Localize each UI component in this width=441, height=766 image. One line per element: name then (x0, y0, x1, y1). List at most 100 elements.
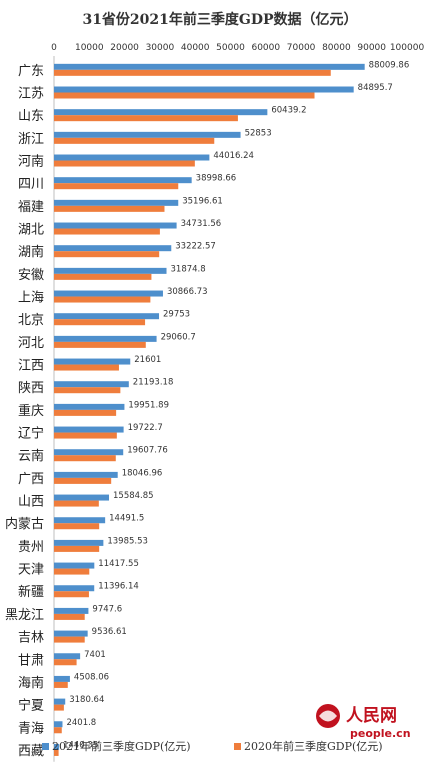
data-label: 21601 (134, 355, 161, 365)
category-label: 海南 (18, 675, 44, 691)
bar-2021 (54, 381, 129, 388)
data-label: 29060.7 (161, 332, 196, 342)
bar-2020 (54, 205, 165, 212)
category-label: 内蒙古 (5, 516, 44, 532)
bar-2020 (54, 92, 315, 99)
bar-2020 (54, 727, 62, 734)
category-label: 天津 (18, 563, 44, 578)
bar-2021 (54, 426, 124, 433)
bar-2021 (54, 335, 157, 342)
x-tick-label: 70000 (287, 43, 316, 53)
bar-2020 (54, 455, 116, 462)
bar-series (54, 63, 365, 756)
data-label: 9747.6 (92, 604, 122, 614)
bar-2020 (54, 591, 89, 598)
bar-2020 (54, 137, 215, 144)
category-label: 北京 (18, 313, 44, 328)
logo-name: 人民网 (346, 706, 397, 726)
category-label: 广西 (18, 472, 44, 487)
bar-2021 (54, 539, 104, 546)
x-tick-label: 80000 (322, 43, 351, 53)
x-tick-label: 20000 (110, 43, 139, 53)
bar-2020 (54, 69, 331, 76)
bar-2020 (54, 364, 119, 371)
bar-2020 (54, 160, 195, 167)
bar-2021 (54, 199, 179, 206)
category-label: 福建 (18, 200, 44, 215)
bar-2020 (54, 568, 90, 575)
bar-2020 (54, 409, 117, 416)
x-tick-label: 100000 (390, 43, 425, 53)
category-label: 江西 (18, 359, 44, 374)
logo: 人民网 people.cn (316, 704, 411, 740)
category-label: 新疆 (18, 584, 44, 600)
data-label: 9536.61 (92, 627, 127, 637)
legend-label-2021: 2021年前三季度GDP(亿元) (52, 739, 191, 753)
category-label: 甘肃 (18, 653, 44, 668)
data-label: 84895.7 (358, 83, 393, 93)
bar-2021 (54, 222, 177, 229)
bar-2020 (54, 613, 85, 620)
data-label: 18046.96 (122, 468, 163, 478)
x-tick-label: 60000 (251, 43, 280, 53)
data-label: 88009.86 (369, 60, 410, 70)
category-label: 西藏 (18, 744, 44, 759)
data-label: 21193.18 (133, 378, 174, 388)
bar-2021 (54, 607, 89, 614)
bar-2020 (54, 681, 68, 688)
bar-2021 (54, 494, 110, 501)
category-label: 河北 (18, 336, 44, 351)
bar-2021 (54, 358, 131, 365)
category-label: 江苏 (18, 86, 44, 102)
data-label: 34731.56 (181, 219, 222, 229)
bar-2021 (54, 630, 88, 637)
x-tick-label: 40000 (181, 43, 210, 53)
bar-2021 (54, 653, 81, 660)
bar-2020 (54, 319, 146, 326)
bar-2020 (54, 228, 160, 235)
bar-2021 (54, 517, 106, 524)
x-tick-label: 90000 (357, 43, 386, 53)
category-label: 上海 (18, 291, 44, 306)
category-label: 青海 (18, 721, 44, 736)
category-label: 辽宁 (18, 426, 44, 442)
data-label: 14491.5 (109, 514, 144, 524)
bar-2021 (54, 109, 268, 116)
bar-2021 (54, 63, 365, 70)
logo-swirl (319, 710, 337, 722)
bar-2021 (54, 743, 60, 750)
bar-2021 (54, 721, 63, 728)
bar-2021 (54, 267, 167, 274)
bar-2021 (54, 245, 172, 252)
bar-2020 (54, 659, 77, 666)
legend-swatch-2020 (234, 743, 241, 750)
bar-2020 (54, 251, 160, 258)
x-tick-label: 50000 (216, 43, 245, 53)
data-label: 15584.85 (113, 491, 154, 501)
x-tick-label: 0 (51, 43, 57, 53)
category-label: 山东 (18, 109, 44, 124)
category-label: 安徽 (18, 268, 44, 283)
category-label: 宁夏 (18, 698, 44, 714)
category-label: 陕西 (18, 381, 44, 396)
logo-url: people.cn (350, 727, 411, 740)
data-label: 11417.55 (98, 559, 139, 569)
data-label: 31874.8 (171, 264, 206, 274)
bar-2021 (54, 313, 160, 320)
bar-2020 (54, 636, 85, 643)
data-label: 19607.76 (127, 446, 168, 456)
data-label: 7401 (84, 650, 106, 660)
bar-2021 (54, 675, 70, 682)
category-label: 云南 (18, 448, 44, 464)
data-label: 19722.7 (128, 423, 163, 433)
bar-2021 (54, 698, 66, 705)
x-tick-label: 30000 (146, 43, 175, 53)
bar-2021 (54, 449, 124, 456)
bar-2020 (54, 341, 146, 348)
category-label: 重庆 (18, 403, 44, 419)
data-label: 1440.35 (63, 740, 98, 750)
data-label: 13985.53 (107, 536, 148, 546)
bar-2021 (54, 154, 210, 161)
bar-2020 (54, 704, 64, 711)
data-label: 11396.14 (98, 582, 139, 592)
